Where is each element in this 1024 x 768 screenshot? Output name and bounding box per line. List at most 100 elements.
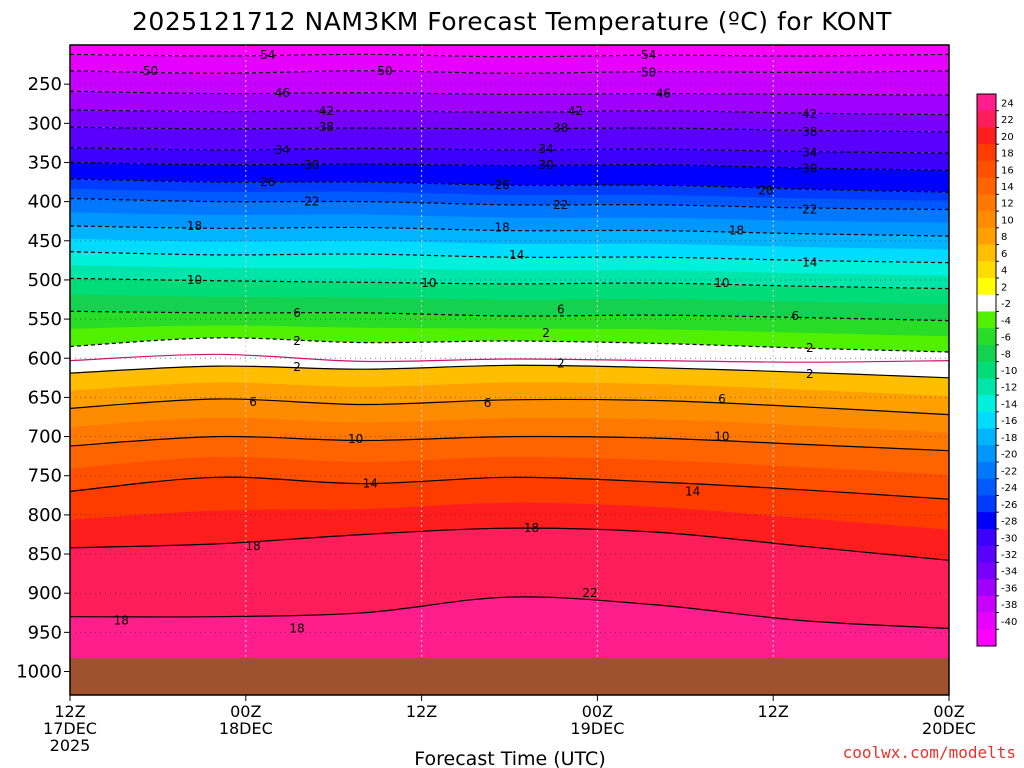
colorbar-label: -2 — [1001, 299, 1011, 310]
colorbar-cell — [977, 462, 996, 480]
temperature-band — [70, 45, 949, 57]
colorbar-label: -26 — [1001, 500, 1017, 511]
contour-label: 10 — [714, 430, 729, 444]
pressure-axis: 250 300 350 400 450 500 550 600 650 700 750 800 850 9… — [16, 74, 70, 683]
colorbar-cell — [977, 495, 996, 513]
contour-label: 2 — [557, 357, 565, 371]
colorbar-label: -30 — [1001, 533, 1017, 544]
colorbar-label: 20 — [1001, 132, 1014, 143]
colorbar-label: -28 — [1001, 517, 1017, 528]
contour-label: 18 — [524, 521, 539, 535]
colorbar-cell — [977, 160, 996, 179]
x-tick-label: 12Z — [54, 702, 85, 721]
contour-label: 2 — [293, 334, 301, 348]
contour-label: 6 — [557, 303, 565, 317]
colorbar-cell — [977, 94, 996, 112]
colorbar-label: 8 — [1001, 232, 1007, 243]
temperature-subband — [70, 238, 949, 263]
contour-label: 14 — [509, 248, 524, 262]
colorbar-label: 2 — [1001, 282, 1007, 293]
contour-label: 38 — [802, 125, 817, 139]
colorbar-label: -40 — [1001, 617, 1017, 628]
colorbar-cell — [977, 445, 996, 463]
temperature-subband — [70, 188, 949, 210]
colorbar-label: -32 — [1001, 550, 1017, 561]
contour-label: 2 — [293, 360, 301, 374]
contour-label: 18 — [729, 224, 744, 238]
x-tick-label: 2025 — [50, 736, 91, 755]
temperature-band — [70, 70, 949, 96]
y-tick-label: 1000 — [16, 662, 62, 683]
contour-label: 54 — [260, 48, 275, 62]
y-tick-label: 800 — [28, 505, 62, 526]
contour-label: 50 — [377, 64, 392, 78]
colorbar-label: -18 — [1001, 433, 1017, 444]
temperature-band — [70, 147, 949, 171]
temperature-bands — [70, 45, 949, 695]
x-tick-label: 20DEC — [922, 719, 976, 738]
contour-label: 10 — [348, 432, 363, 446]
colorbar-cell — [977, 478, 996, 496]
colorbar-cell — [977, 244, 996, 262]
y-tick-label: 950 — [28, 622, 62, 643]
colorbar-cell — [977, 311, 996, 329]
contour-label: 26 — [758, 184, 773, 198]
credit-label: coolwx.com/modelts — [843, 743, 1016, 762]
colorbar-label: -14 — [1001, 399, 1017, 410]
contour-label: 10 — [187, 273, 202, 287]
y-tick-label: 500 — [28, 270, 62, 291]
contour-label: 26 — [495, 178, 510, 192]
temperature-subband — [70, 382, 949, 415]
y-tick-label: 750 — [28, 466, 62, 487]
contour-label: 34 — [275, 143, 290, 157]
colorbar-label: -16 — [1001, 416, 1017, 427]
colorbar-label: 16 — [1001, 165, 1014, 176]
temperature-band — [70, 127, 949, 154]
colorbar-cell — [977, 411, 996, 430]
contour-label: 30 — [304, 158, 319, 172]
y-tick-label: 300 — [28, 113, 62, 134]
temperature-subband — [70, 294, 949, 321]
colorbar-cell — [977, 278, 996, 296]
contour-label: 42 — [802, 107, 817, 121]
contour-label: 6 — [293, 306, 301, 320]
colorbar-cell — [977, 528, 996, 547]
contour-label: 18 — [289, 621, 304, 635]
contour-label: 10 — [421, 276, 436, 290]
y-tick-label: 650 — [28, 387, 62, 408]
temperature-band — [70, 162, 949, 193]
colorbar-cell — [977, 545, 996, 563]
colorbar-cell — [977, 294, 996, 312]
contour-label: 14 — [685, 484, 700, 498]
contour-label: 18 — [114, 614, 129, 628]
temperature-subband — [70, 456, 949, 500]
colorbar-cell — [977, 211, 996, 229]
contour-label: 34 — [802, 145, 817, 159]
contour-label: 50 — [143, 64, 158, 78]
temperature-subband — [70, 417, 949, 451]
colorbar-label: -22 — [1001, 466, 1017, 477]
ground-below-surface — [70, 658, 949, 695]
y-tick-label: 350 — [28, 152, 62, 173]
colorbar-cell — [977, 194, 996, 212]
contour-label: 6 — [249, 395, 257, 409]
colorbar-cell — [977, 361, 996, 379]
temperature-subband — [70, 265, 949, 289]
gridlines — [70, 45, 949, 695]
contour-label: 14 — [363, 477, 378, 491]
colorbar-label: 18 — [1001, 149, 1014, 160]
colorbar-label: 24 — [1001, 98, 1014, 109]
contour-label: 42 — [319, 104, 334, 118]
colorbar-cell — [977, 428, 996, 446]
colorbar-frame — [976, 93, 997, 647]
colorbar-cell — [977, 579, 996, 597]
contour-line — [70, 527, 949, 561]
contour-label: 22 — [582, 586, 597, 600]
colorbar-label: -4 — [1001, 316, 1011, 327]
x-tick-label: 12Z — [406, 702, 437, 721]
contour-label: 14 — [802, 256, 817, 270]
y-tick-label: 850 — [28, 544, 62, 565]
colorbar-cell — [977, 595, 996, 614]
